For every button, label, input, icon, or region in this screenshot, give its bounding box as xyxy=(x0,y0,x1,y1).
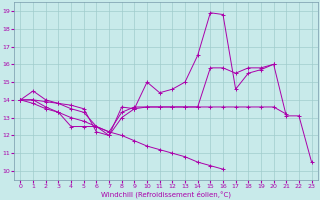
X-axis label: Windchill (Refroidissement éolien,°C): Windchill (Refroidissement éolien,°C) xyxy=(101,190,231,198)
